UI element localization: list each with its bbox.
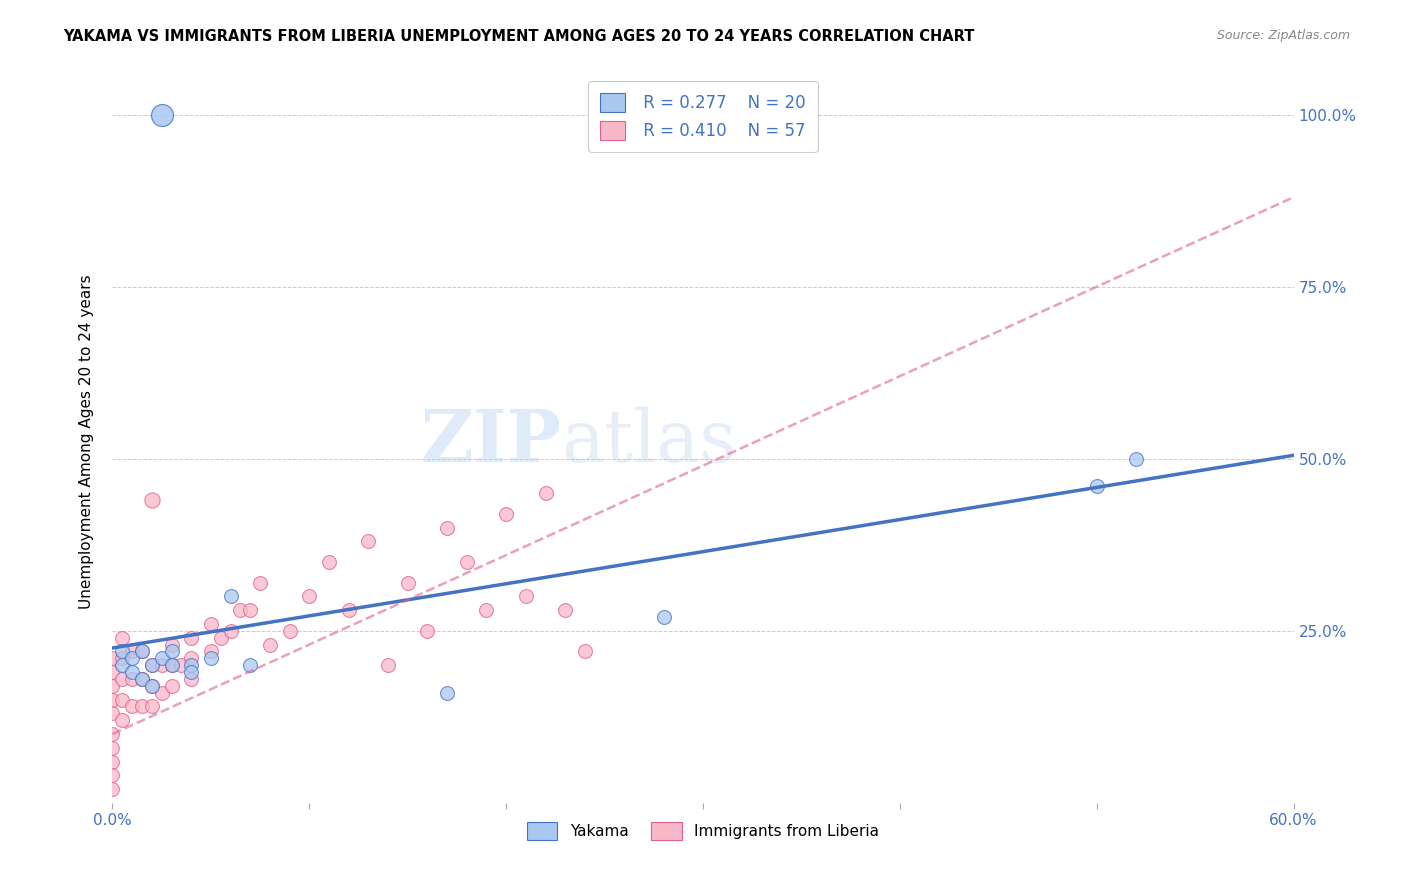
Point (131, 672, 153, 686)
Point (150, 651, 173, 665)
Point (534, 486, 557, 500)
Point (101, 706, 124, 721)
Point (150, 658, 173, 673)
Point (141, 679, 163, 693)
Point (475, 603, 498, 617)
Point (121, 699, 143, 714)
Point (111, 713, 134, 727)
Point (160, 658, 183, 673)
Point (180, 658, 202, 673)
Point (574, 644, 596, 658)
Point (249, 575, 271, 590)
Point (495, 507, 517, 521)
Point (111, 692, 134, 706)
Y-axis label: Unemployment Among Ages 20 to 24 years: Unemployment Among Ages 20 to 24 years (79, 274, 94, 609)
Point (131, 644, 153, 658)
Point (101, 740, 124, 755)
Text: YAKAMA VS IMMIGRANTS FROM LIBERIA UNEMPLOYMENT AMONG AGES 20 TO 24 YEARS CORRELA: YAKAMA VS IMMIGRANTS FROM LIBERIA UNEMPL… (63, 29, 974, 44)
Point (111, 651, 134, 665)
Point (111, 631, 134, 645)
Point (121, 665, 143, 679)
Point (141, 679, 163, 693)
Point (180, 665, 202, 679)
Point (101, 679, 124, 693)
Point (239, 658, 262, 673)
Point (377, 658, 399, 673)
Legend: Yakama, Immigrants from Liberia: Yakama, Immigrants from Liberia (520, 816, 886, 846)
Point (141, 658, 163, 673)
Point (298, 590, 321, 604)
Point (180, 631, 202, 645)
Point (278, 624, 301, 638)
Point (131, 672, 153, 686)
Point (121, 651, 143, 665)
Text: ZIP: ZIP (420, 406, 561, 477)
Point (150, 686, 173, 700)
Point (101, 692, 124, 706)
Point (150, 108, 173, 122)
Point (180, 651, 202, 665)
Point (239, 603, 262, 617)
Point (180, 672, 202, 686)
Point (515, 590, 537, 604)
Point (141, 658, 163, 673)
Point (160, 644, 183, 658)
Point (219, 624, 242, 638)
Point (170, 658, 193, 673)
Point (554, 603, 576, 617)
Point (357, 534, 380, 549)
Point (101, 755, 124, 769)
Point (111, 644, 134, 658)
Point (259, 638, 281, 652)
Point (318, 555, 340, 569)
Point (200, 651, 222, 665)
Point (160, 679, 183, 693)
Point (160, 658, 183, 673)
Point (229, 603, 252, 617)
Point (1085, 479, 1108, 493)
Point (101, 727, 124, 741)
Point (200, 644, 222, 658)
Point (101, 768, 124, 782)
Point (121, 672, 143, 686)
Point (141, 493, 163, 508)
Point (219, 590, 242, 604)
Point (456, 555, 478, 569)
Point (121, 644, 143, 658)
Point (337, 603, 360, 617)
Point (111, 672, 134, 686)
Point (1125, 451, 1147, 466)
Point (101, 651, 124, 665)
Point (200, 616, 222, 631)
Point (111, 658, 134, 673)
Point (416, 624, 439, 638)
Point (101, 665, 124, 679)
Point (131, 644, 153, 658)
Point (652, 610, 675, 624)
Point (436, 686, 458, 700)
Text: atlas: atlas (561, 406, 737, 477)
Point (396, 575, 419, 590)
Point (160, 638, 183, 652)
Point (209, 631, 232, 645)
Point (436, 520, 458, 534)
Point (101, 782, 124, 797)
Point (141, 699, 163, 714)
Text: Source: ZipAtlas.com: Source: ZipAtlas.com (1216, 29, 1350, 42)
Point (131, 699, 153, 714)
